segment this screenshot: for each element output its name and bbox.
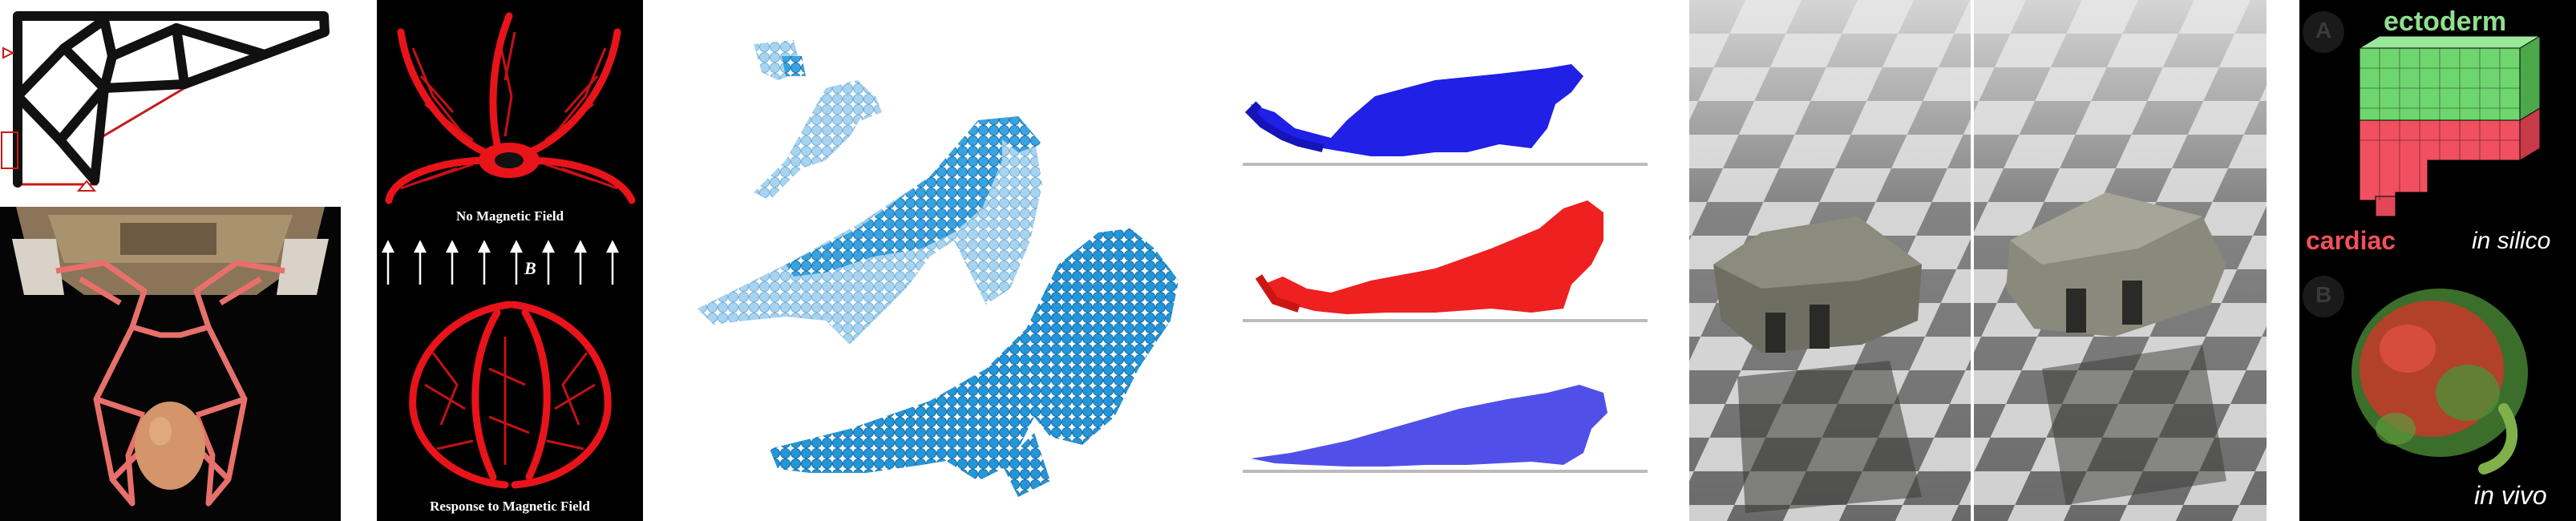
robot-on-checkerboard-right-icon (2006, 192, 2226, 505)
truss-structure-panel (0, 0, 337, 192)
red-cheetah-icon (1255, 200, 1603, 314)
blue-cheetah-icon (1244, 64, 1583, 156)
robot-gripper-egg-icon (0, 207, 341, 521)
ectoderm-label: ectoderm (2384, 6, 2507, 37)
in-silico-label: in silico (2472, 228, 2551, 254)
sub-label-a: A (2315, 18, 2332, 42)
xenobot-in-vivo-icon (2303, 276, 2528, 475)
magnetic-soft-robot-panel: No Magnetic Field B Response to Magnetic… (377, 0, 643, 521)
soft-robot-checkerboard-icon (1689, 0, 2267, 521)
truss-structure-icon (1, 11, 330, 192)
magnetic-field-arrows (381, 240, 620, 285)
robot-gripper-egg-panel (0, 207, 341, 521)
xenobot-panel: A ectoderm cardiac in silico B in vivo (2299, 0, 2576, 521)
lightblue-cheetah-icon (1251, 385, 1607, 466)
magnetic-robot-closed-icon (409, 301, 612, 489)
field-symbol-label: B (524, 258, 536, 278)
sub-label-b: B (2315, 282, 2332, 307)
response-caption: Response to Magnetic Field (430, 499, 590, 514)
cheetah-morphology-panel (1227, 0, 1660, 521)
soft-robot-checkerboard-panel (1689, 0, 2267, 521)
xenobot-in-silico-icon (2303, 11, 2542, 217)
magnetic-robot-open-icon (385, 12, 636, 204)
particle-simulation-panel (665, 0, 1227, 521)
particle-cloud-dark-icon (770, 228, 1179, 481)
particle-simulation-icon (698, 40, 1179, 497)
no-field-caption: No Magnetic Field (455, 208, 564, 224)
in-vivo-label: in vivo (2474, 481, 2547, 510)
robot-on-checkerboard-left-icon (1713, 216, 1922, 513)
cheetah-morphology-icon (1243, 64, 1648, 473)
cardiac-label: cardiac (2306, 226, 2396, 255)
particle-cloud-mid-icon (786, 120, 1002, 277)
particle-cloud-light-icon (754, 80, 874, 200)
